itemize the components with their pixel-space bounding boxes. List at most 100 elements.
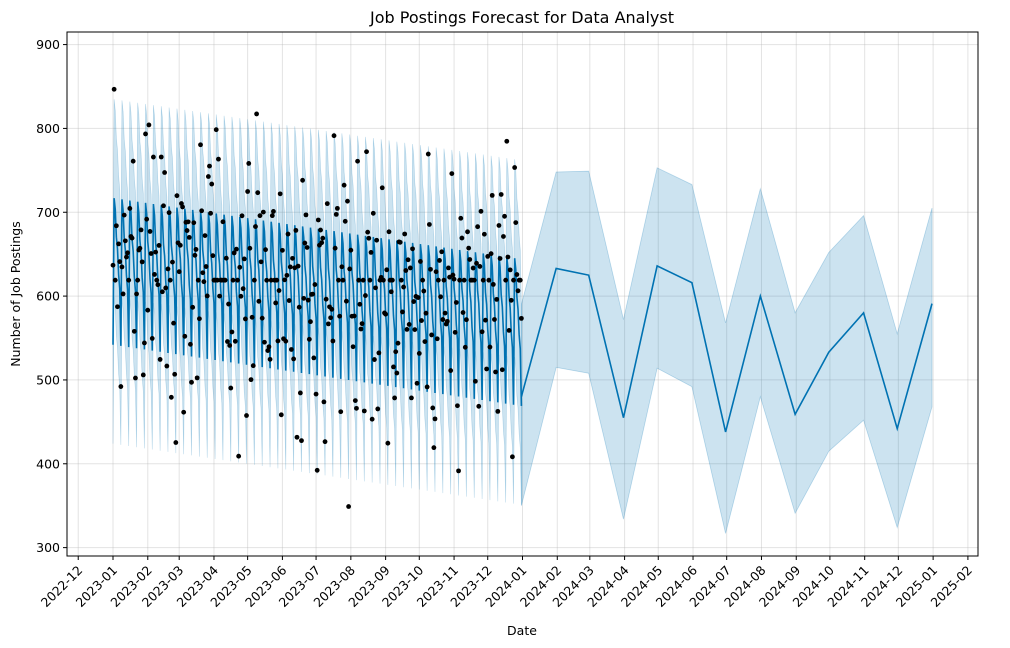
observed-point <box>510 454 515 460</box>
observed-point <box>366 235 372 241</box>
y-tick-label: 700 <box>36 205 60 220</box>
observed-point <box>481 231 487 237</box>
observed-point <box>244 413 249 418</box>
observed-point <box>433 269 439 275</box>
observed-point <box>450 272 456 278</box>
observed-point <box>209 181 215 187</box>
observed-point <box>376 350 382 356</box>
observed-point <box>274 277 280 283</box>
observed-point <box>154 277 160 283</box>
observed-point <box>204 293 210 299</box>
observed-point <box>225 339 230 344</box>
x-axis-ticks: 2022-122023-012023-022023-032023-042023-… <box>38 556 975 610</box>
observed-point <box>174 193 180 199</box>
observed-point <box>488 251 494 257</box>
observed-point <box>135 277 141 283</box>
y-tick-label: 500 <box>36 372 60 387</box>
observed-point <box>393 349 399 355</box>
observed-point <box>499 367 505 373</box>
observed-point <box>474 260 479 266</box>
observed-point <box>324 201 330 207</box>
observed-point <box>139 259 145 265</box>
observed-point <box>512 165 518 170</box>
observed-point <box>122 238 128 244</box>
observed-point <box>448 368 454 373</box>
observed-point <box>334 205 340 211</box>
observed-point <box>456 468 461 474</box>
observed-point <box>171 320 176 326</box>
observed-point <box>265 348 271 353</box>
observed-point <box>295 263 301 269</box>
observed-point <box>198 142 203 148</box>
observed-point <box>149 336 155 341</box>
observed-point <box>162 170 168 175</box>
observed-point <box>478 208 484 214</box>
daily-forecast-line <box>112 198 523 406</box>
observed-point <box>304 245 310 250</box>
observed-point <box>339 264 345 270</box>
observed-point <box>414 380 420 386</box>
observed-point <box>458 215 464 221</box>
observed-point <box>480 277 486 283</box>
observed-point <box>259 315 265 321</box>
observed-point <box>437 258 442 263</box>
observed-point <box>360 277 366 283</box>
observed-point <box>163 285 169 291</box>
observed-point <box>192 252 198 258</box>
observed-point <box>451 276 457 282</box>
observed-point <box>487 344 493 350</box>
observed-point <box>115 304 120 310</box>
observed-point <box>435 277 441 283</box>
observed-point <box>504 138 510 144</box>
observed-point <box>348 247 354 253</box>
observed-point <box>511 277 516 283</box>
observed-point <box>363 293 368 298</box>
observed-point <box>220 219 226 225</box>
chart-title: Job Postings Forecast for Data Analyst <box>369 8 674 27</box>
observed-point <box>269 213 275 219</box>
y-axis-ticks: 300 400 500 600 700 800 900 <box>36 37 67 555</box>
observed-point <box>457 277 463 283</box>
observed-point <box>356 277 362 283</box>
observed-point <box>117 259 123 265</box>
observed-point <box>342 218 348 224</box>
observed-point <box>257 213 263 219</box>
observed-point <box>234 246 239 252</box>
observed-point <box>165 266 171 272</box>
observed-point <box>434 336 440 342</box>
observed-point <box>373 285 378 291</box>
observed-point <box>310 291 316 297</box>
observed-point <box>472 378 478 384</box>
observed-point <box>444 318 450 324</box>
observed-point <box>483 317 488 323</box>
observed-point <box>262 339 267 345</box>
observed-point <box>455 403 460 409</box>
observed-point <box>294 434 300 440</box>
observed-point <box>293 227 299 233</box>
observed-point <box>278 412 284 418</box>
observed-point <box>158 154 164 160</box>
observed-point <box>508 297 514 303</box>
observed-point <box>121 212 127 218</box>
observed-point <box>505 254 511 260</box>
observed-point <box>429 332 435 338</box>
observed-point <box>202 233 208 238</box>
observed-point <box>308 319 313 325</box>
observed-point <box>470 265 476 271</box>
observed-point <box>291 356 297 362</box>
observed-point <box>127 206 133 211</box>
observed-point <box>280 247 285 253</box>
observed-point <box>227 343 233 348</box>
observed-point <box>286 298 292 303</box>
observed-point <box>352 398 358 403</box>
observed-point <box>186 234 192 240</box>
observed-point <box>476 403 482 409</box>
observed-point <box>430 405 436 411</box>
observed-point <box>498 192 504 197</box>
observed-point <box>170 259 175 265</box>
observed-point <box>412 327 418 332</box>
observed-point <box>145 307 151 313</box>
observed-point <box>195 277 201 283</box>
observed-point <box>359 321 365 327</box>
observed-point <box>400 309 405 315</box>
